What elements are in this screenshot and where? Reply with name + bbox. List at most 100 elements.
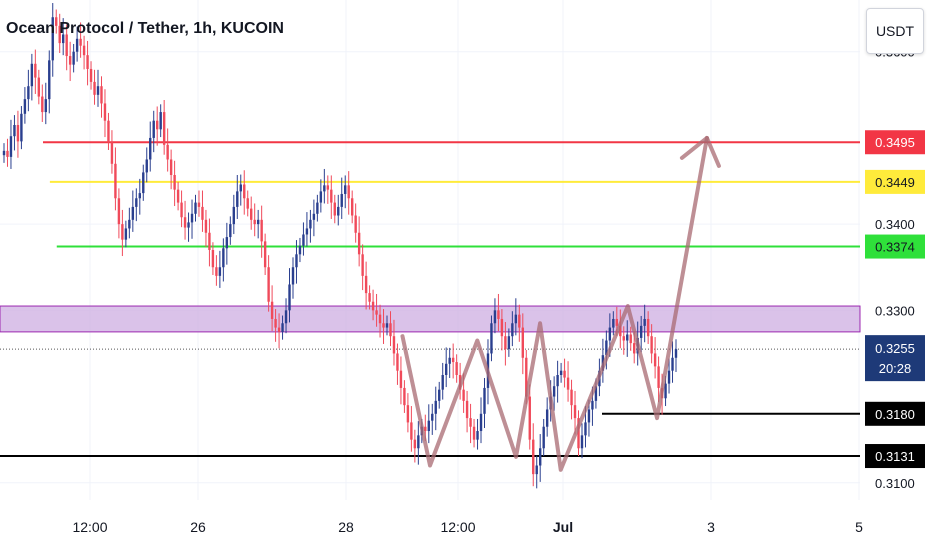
candle-body xyxy=(309,219,312,229)
x-tick-label: 28 xyxy=(338,519,354,535)
candle-body xyxy=(6,150,9,157)
price-axis[interactable]: 0.36000.34000.33000.31000.34950.34490.33… xyxy=(865,45,925,491)
candle-body xyxy=(13,125,16,137)
candle-body xyxy=(291,267,295,285)
candle-body xyxy=(646,318,650,337)
candle-body xyxy=(455,362,458,375)
y-tick-label: 0.3300 xyxy=(875,303,915,318)
candle-body xyxy=(48,60,51,100)
candle-body xyxy=(535,465,538,475)
candle-body xyxy=(528,396,531,440)
candle-body xyxy=(27,86,30,100)
candle-body xyxy=(51,17,54,61)
candle-body xyxy=(61,34,65,44)
chart-title: Ocean Protocol / Tether, 1h, KUCOIN xyxy=(6,20,284,37)
candle-body xyxy=(674,349,678,358)
candle-body xyxy=(368,293,371,302)
candle-body xyxy=(302,234,305,246)
candle-body xyxy=(357,232,361,255)
candle-body xyxy=(159,112,162,130)
candle-body xyxy=(253,219,256,225)
candle-body xyxy=(263,241,267,268)
candle-body xyxy=(169,159,173,175)
candle-body xyxy=(246,198,249,209)
candle-body xyxy=(427,420,430,432)
candle-body xyxy=(650,336,653,354)
candle-body xyxy=(469,418,472,427)
candle-body xyxy=(204,219,208,233)
candle-body xyxy=(333,202,336,216)
level-price-tag xyxy=(865,130,925,155)
candle-body xyxy=(626,334,629,341)
candle-body xyxy=(612,318,615,328)
candle-body xyxy=(657,366,660,388)
candle-body xyxy=(483,387,486,414)
level-price-label: 0.3180 xyxy=(875,407,915,422)
candle-body xyxy=(295,254,298,268)
candle-body xyxy=(211,250,215,268)
currency-button[interactable]: USDT xyxy=(866,8,924,54)
candle-body xyxy=(312,213,316,220)
candle-body xyxy=(671,357,674,371)
candle-body xyxy=(131,206,135,220)
candle-body xyxy=(145,159,148,173)
candle-body xyxy=(250,208,253,220)
candle-body xyxy=(89,68,93,82)
candle-body xyxy=(622,336,625,341)
time-axis[interactable]: 12:00 26 28 12:00 Jul 3 5 xyxy=(72,519,863,535)
candle-body xyxy=(490,323,493,354)
candle-body xyxy=(305,228,309,235)
candle-body xyxy=(403,387,406,406)
candle-body xyxy=(2,150,6,156)
candle-body xyxy=(75,38,79,52)
candle-body xyxy=(441,375,444,390)
candle-body xyxy=(187,222,190,228)
candle-body xyxy=(424,426,427,432)
candle-body xyxy=(243,184,246,199)
candle-body xyxy=(208,232,211,250)
candle-body xyxy=(270,301,274,319)
candle-body xyxy=(643,318,646,326)
purple-zone xyxy=(0,305,861,333)
x-tick-label: 3 xyxy=(707,519,715,535)
candle-body xyxy=(218,267,222,276)
candle-body xyxy=(222,248,225,268)
candle-body xyxy=(20,113,23,142)
candle-body xyxy=(615,318,619,326)
candle-body xyxy=(396,353,399,371)
candle-body xyxy=(664,383,667,399)
candle-body xyxy=(584,422,587,436)
candle-body xyxy=(284,310,288,324)
candle-body xyxy=(225,237,229,249)
candle-body xyxy=(375,310,378,315)
candle-body xyxy=(570,389,573,406)
candle-body xyxy=(462,389,465,401)
candle-body xyxy=(149,137,152,160)
candle-body xyxy=(608,327,612,341)
candle-body xyxy=(323,185,326,192)
candle-body xyxy=(121,224,124,240)
candle-body xyxy=(392,336,396,354)
candle-body xyxy=(382,323,385,328)
candle-body xyxy=(319,191,323,203)
candle-body xyxy=(472,426,476,440)
candle-body xyxy=(103,103,107,121)
candle-body xyxy=(364,275,368,294)
candle-body xyxy=(389,323,392,337)
candle-body xyxy=(180,202,183,218)
candle-body xyxy=(344,185,347,194)
candle-body xyxy=(354,215,357,233)
candle-body xyxy=(378,314,382,324)
candle-body xyxy=(559,370,563,375)
candle-body xyxy=(431,413,434,421)
candle-body xyxy=(267,267,270,302)
candle-body xyxy=(539,448,542,466)
level-price-tag xyxy=(865,169,925,194)
candle-body xyxy=(298,245,302,255)
candle-body xyxy=(239,184,242,192)
x-tick-label: 26 xyxy=(190,519,206,535)
candle-body xyxy=(493,310,497,324)
candle-body xyxy=(183,217,187,228)
candle-body xyxy=(532,439,535,475)
